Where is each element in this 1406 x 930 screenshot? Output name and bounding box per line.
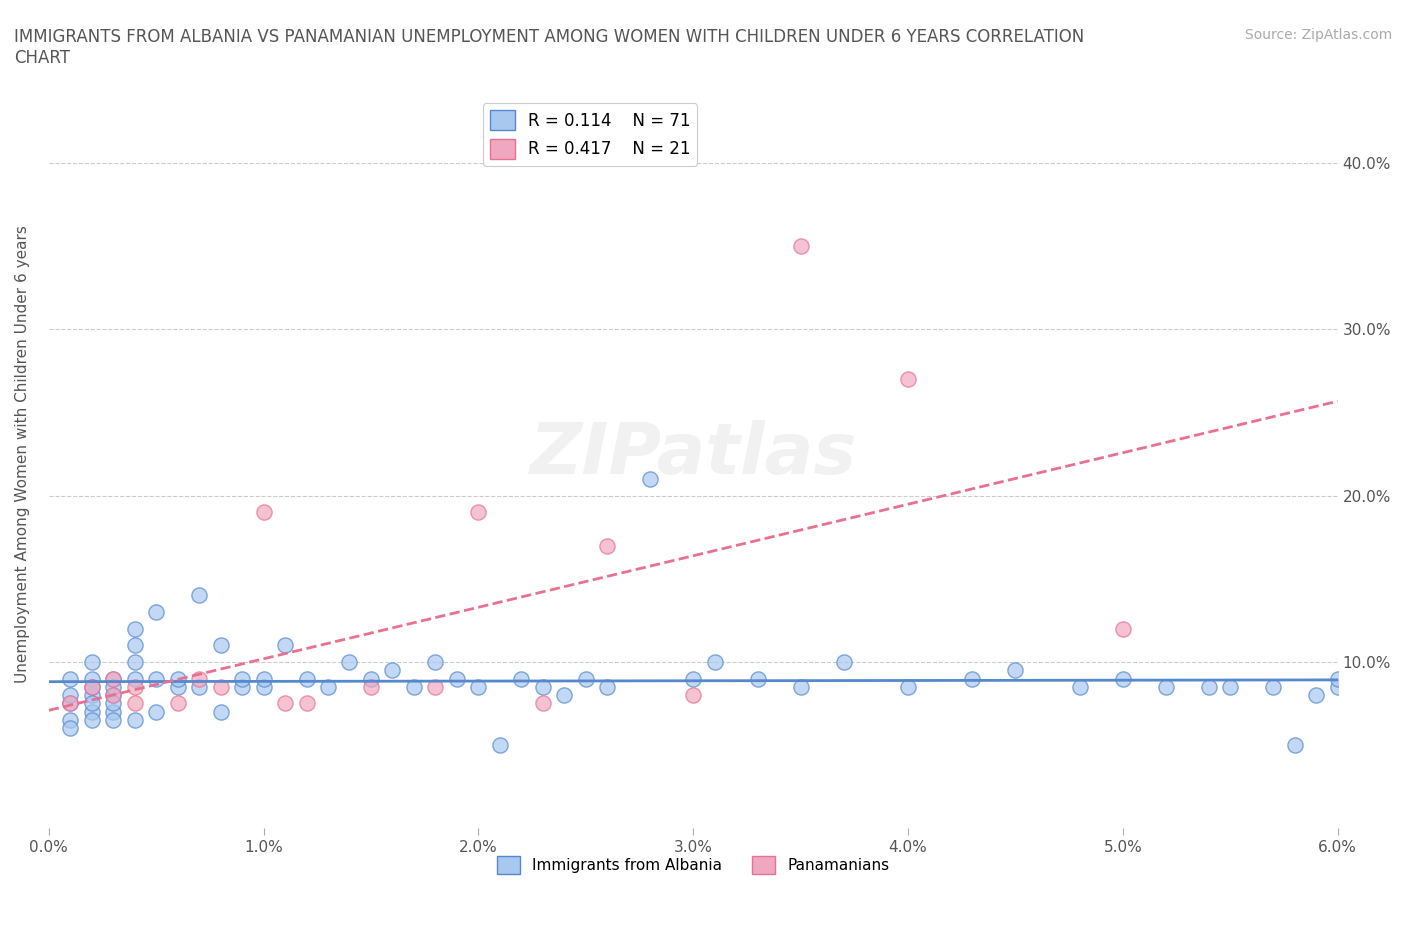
Point [80,712,103,727]
Point [425,680,447,695]
Point [103,712,125,727]
Point [59,671,82,686]
Point [103,680,125,695]
Point [1198,680,1220,695]
Point [124,680,146,695]
Point [1004,663,1026,678]
Point [682,671,704,686]
Point [103,671,125,686]
Point [425,655,447,670]
Point [1112,621,1135,636]
Point [80,680,103,695]
Point [124,638,146,653]
Point [209,704,232,719]
Point [638,472,661,486]
Point [467,680,489,695]
Point [1219,680,1241,695]
Point [274,696,297,711]
Point [381,663,404,678]
Point [682,687,704,702]
Point [59,687,82,702]
Point [531,696,554,711]
Point [124,671,146,686]
Point [166,671,188,686]
Point [703,655,725,670]
Point [80,696,103,711]
Point [231,671,253,686]
Point [103,687,125,702]
Point [145,704,167,719]
Point [59,696,82,711]
Y-axis label: Unemployment Among Women with Children Under 6 years: Unemployment Among Women with Children U… [15,225,30,683]
Point [596,680,619,695]
Point [59,712,82,727]
Point [1326,680,1348,695]
Point [80,671,103,686]
Point [789,680,811,695]
Point [103,687,125,702]
Point [145,604,167,619]
Text: IMMIGRANTS FROM ALBANIA VS PANAMANIAN UNEMPLOYMENT AMONG WOMEN WITH CHILDREN UND: IMMIGRANTS FROM ALBANIA VS PANAMANIAN UN… [14,28,1084,67]
Point [295,696,318,711]
Point [1263,680,1285,695]
Point [80,680,103,695]
Point [316,680,339,695]
Point [209,638,232,653]
Point [1305,687,1327,702]
Point [188,671,211,686]
Point [80,704,103,719]
Text: Source: ZipAtlas.com: Source: ZipAtlas.com [1244,28,1392,42]
Point [252,680,274,695]
Point [467,505,489,520]
Point [360,680,382,695]
Point [103,671,125,686]
Point [209,680,232,695]
Point [80,687,103,702]
Point [402,680,425,695]
Point [145,671,167,686]
Point [124,621,146,636]
Point [1284,737,1306,752]
Point [103,696,125,711]
Point [489,737,512,752]
Point [166,696,188,711]
Point [124,712,146,727]
Point [747,671,769,686]
Point [188,588,211,603]
Point [166,680,188,695]
Legend: Immigrants from Albania, Panamanians: Immigrants from Albania, Panamanians [491,849,896,881]
Point [59,696,82,711]
Point [446,671,468,686]
Point [188,680,211,695]
Point [295,671,318,686]
Point [274,638,297,653]
Point [531,680,554,695]
Point [789,239,811,254]
Point [124,655,146,670]
Point [80,655,103,670]
Point [897,372,920,387]
Point [962,671,984,686]
Point [897,680,920,695]
Point [103,704,125,719]
Point [1154,680,1177,695]
Point [231,680,253,695]
Point [1112,671,1135,686]
Point [553,687,575,702]
Point [252,505,274,520]
Point [360,671,382,686]
Point [575,671,598,686]
Point [832,655,855,670]
Point [124,696,146,711]
Point [252,671,274,686]
Point [1069,680,1091,695]
Point [339,655,361,670]
Point [59,721,82,736]
Text: ZIPatlas: ZIPatlas [530,419,856,488]
Point [596,538,619,553]
Point [1326,671,1348,686]
Point [510,671,533,686]
